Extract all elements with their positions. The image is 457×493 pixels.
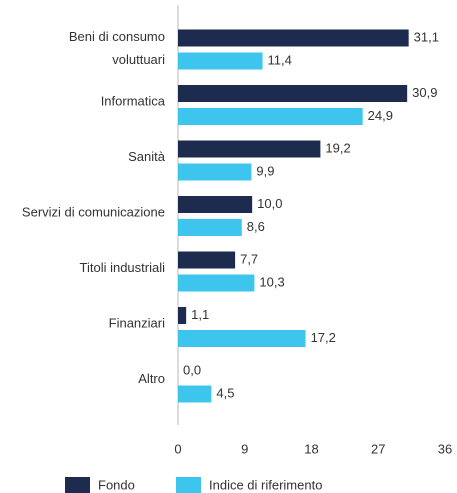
value-label: 11,4	[268, 52, 292, 67]
value-label: 4,5	[216, 385, 234, 400]
category-label-line: Beni di consumo	[69, 29, 165, 44]
value-label: 10,3	[259, 274, 284, 289]
bar	[178, 29, 409, 47]
x-tick-label: 9	[241, 441, 248, 456]
bar	[178, 140, 321, 158]
category-label-line: voluttuari	[112, 52, 165, 67]
category-label: Titoli industriali	[80, 260, 166, 275]
bar	[178, 108, 363, 125]
bar	[178, 85, 408, 102]
x-tick-label: 18	[304, 441, 318, 456]
bar	[178, 307, 187, 324]
bar	[178, 52, 263, 70]
value-label: 19,2	[325, 140, 350, 155]
value-label: 1,1	[191, 307, 209, 322]
value-label: 9,9	[256, 163, 274, 178]
category-label: Finanziari	[109, 315, 165, 330]
legend-label: Indice di riferimento	[209, 477, 322, 492]
bar	[178, 251, 236, 269]
bar	[178, 196, 253, 213]
value-label: 8,6	[247, 219, 265, 234]
category-label: Sanità	[128, 149, 166, 164]
bar	[178, 163, 252, 181]
x-tick-label: 36	[438, 441, 452, 456]
value-label: 10,0	[257, 196, 282, 211]
legend-label: Fondo	[98, 477, 135, 492]
value-label: 30,9	[412, 85, 437, 100]
value-label: 7,7	[240, 251, 258, 266]
bar	[178, 330, 306, 347]
x-tick-label: 0	[174, 441, 181, 456]
bar	[178, 219, 242, 236]
value-label: 0,0	[183, 362, 201, 377]
x-tick-label: 27	[371, 441, 385, 456]
category-label: Beni di consumo voluttuari	[69, 29, 165, 67]
category-label: Servizi di comunicazione	[22, 204, 165, 219]
category-label: Altro	[138, 371, 165, 386]
bar	[178, 274, 255, 292]
value-label: 31,1	[414, 29, 439, 44]
category-label: Informatica	[101, 93, 166, 108]
legend-swatch	[65, 477, 90, 493]
value-label: 17,2	[311, 330, 336, 345]
legend-swatch	[176, 477, 201, 493]
value-label: 24,9	[368, 108, 393, 123]
bar	[178, 385, 212, 403]
